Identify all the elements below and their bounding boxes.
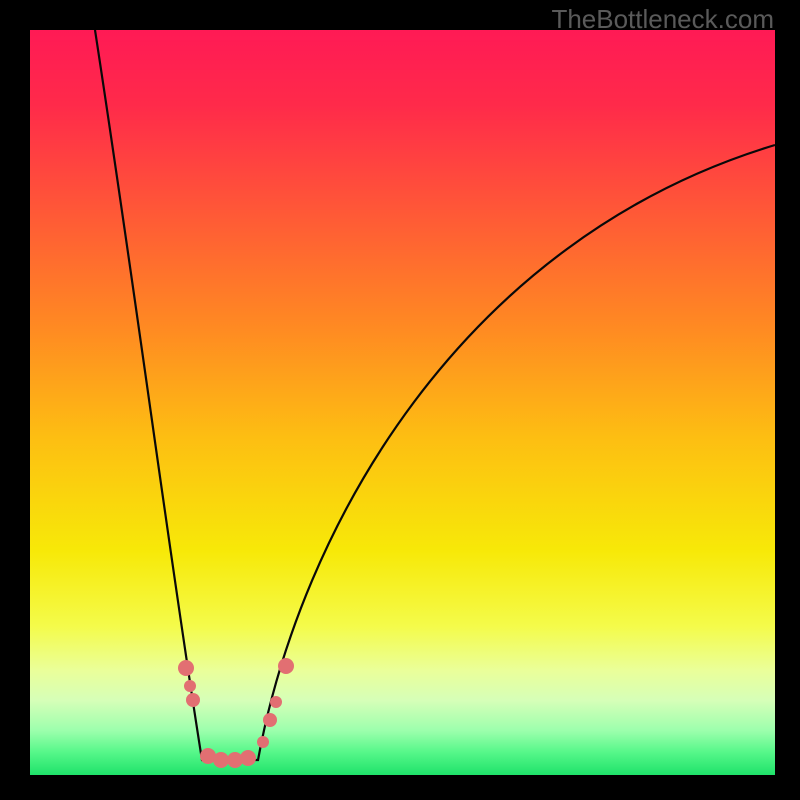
data-marker [278,658,294,674]
data-marker [213,752,229,768]
data-marker [184,680,196,692]
data-marker [240,750,256,766]
data-marker [178,660,194,676]
data-marker [263,713,277,727]
chart-frame: TheBottleneck.com [0,0,800,800]
data-marker [257,736,269,748]
watermark-text: TheBottleneck.com [551,4,774,35]
data-marker [270,696,282,708]
data-marker [186,693,200,707]
plot-background [30,30,775,775]
chart-svg [0,0,800,800]
